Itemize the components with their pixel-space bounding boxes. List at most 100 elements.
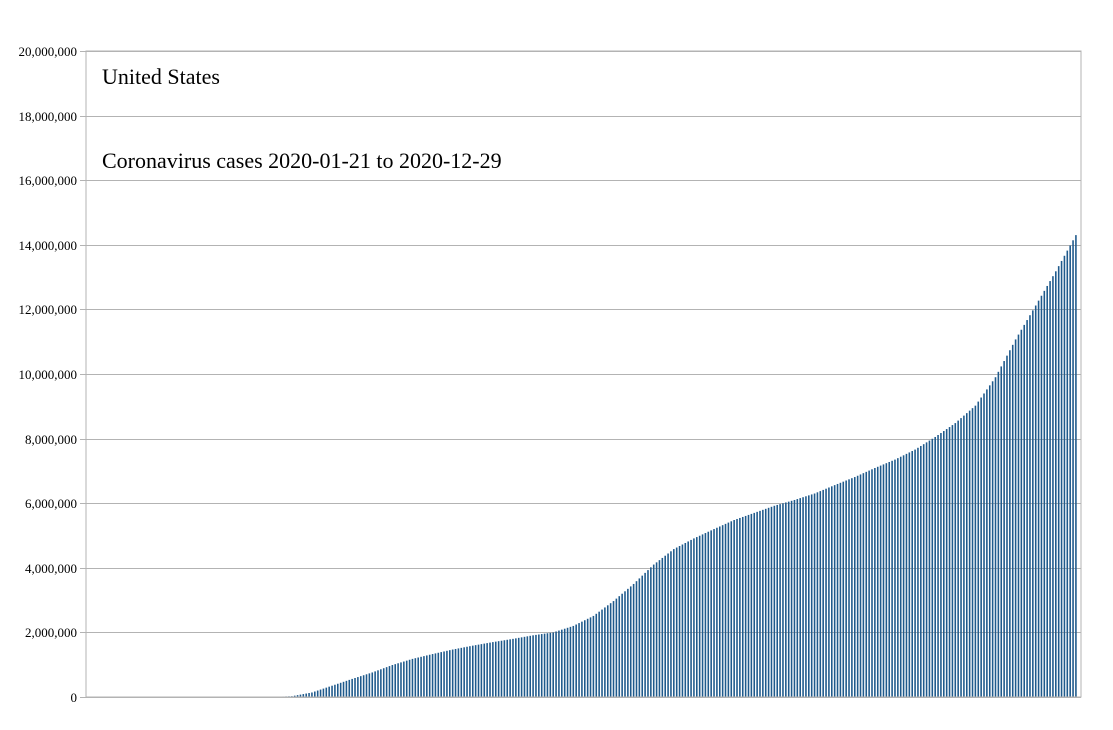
bar — [874, 467, 876, 697]
bar — [592, 615, 595, 697]
bar — [431, 654, 434, 697]
bar — [733, 520, 735, 697]
bar — [397, 663, 399, 697]
bar — [994, 377, 997, 697]
bar — [859, 474, 862, 697]
bar — [492, 642, 494, 697]
bar — [681, 544, 684, 697]
bar — [316, 690, 319, 697]
bar — [426, 655, 428, 697]
bar — [500, 640, 503, 697]
bar — [787, 501, 790, 697]
bar — [506, 639, 509, 697]
bar — [652, 564, 655, 697]
bar — [690, 539, 692, 697]
bar — [374, 671, 376, 697]
bar — [897, 458, 899, 697]
bar — [945, 429, 948, 697]
bar — [555, 631, 557, 697]
bar — [894, 459, 896, 697]
bar — [449, 650, 451, 697]
bar — [572, 625, 575, 697]
y-tick-label: 12,000,000 — [19, 302, 78, 317]
bar — [1066, 250, 1069, 698]
bar — [302, 694, 305, 697]
bar — [339, 682, 342, 697]
bar — [902, 455, 905, 697]
y-tick-label: 2,000,000 — [25, 625, 77, 640]
bar — [856, 475, 859, 697]
bar — [762, 509, 764, 697]
bar — [638, 578, 641, 697]
bar — [779, 504, 781, 697]
y-tick-label: 8,000,000 — [25, 432, 77, 447]
bar — [305, 693, 307, 697]
bar — [546, 633, 549, 697]
bar — [736, 518, 738, 697]
bar — [520, 637, 523, 697]
bar — [948, 427, 951, 697]
bar — [664, 555, 666, 697]
bar — [414, 658, 417, 697]
bar — [351, 678, 353, 697]
bar — [701, 534, 704, 697]
bar — [457, 648, 460, 697]
bar — [813, 493, 816, 697]
bar — [983, 393, 985, 697]
bar — [908, 452, 911, 697]
y-tick-label: 18,000,000 — [19, 109, 78, 124]
bar — [604, 607, 606, 697]
bar — [558, 630, 560, 697]
bar — [954, 423, 957, 697]
bar — [308, 693, 310, 697]
bar — [466, 646, 468, 697]
bar — [744, 515, 747, 697]
bar — [802, 497, 804, 697]
bar — [322, 688, 325, 697]
bar — [868, 470, 870, 697]
bar — [394, 664, 397, 697]
bar — [400, 662, 402, 697]
y-tick-labels: 0 2,000,000 4,000,000 6,000,000 8,000,000 10,… — [19, 44, 78, 705]
bar — [443, 651, 445, 697]
bar — [799, 498, 801, 697]
bar — [471, 645, 474, 697]
bar — [767, 507, 770, 697]
bar — [687, 541, 689, 697]
bar — [451, 649, 454, 697]
bar — [1037, 300, 1040, 697]
bar — [848, 479, 850, 697]
bar — [1029, 315, 1031, 697]
bar — [480, 644, 483, 697]
bar — [589, 617, 592, 697]
bar — [922, 444, 925, 697]
bar — [1023, 324, 1026, 697]
bar — [581, 621, 583, 697]
bar — [380, 669, 382, 697]
bar — [678, 546, 681, 697]
bar — [782, 503, 784, 697]
bar — [1046, 285, 1048, 697]
y-tick-label: 6,000,000 — [25, 496, 77, 511]
bar — [474, 645, 477, 697]
bar — [469, 646, 471, 697]
bar — [512, 638, 514, 697]
bar — [526, 636, 529, 697]
bar — [724, 523, 727, 697]
bar — [529, 635, 532, 697]
bar — [535, 634, 537, 697]
bar — [1017, 334, 1020, 697]
bar — [819, 491, 822, 697]
bar — [888, 461, 891, 697]
bar — [575, 624, 577, 697]
bar — [764, 508, 767, 697]
bar — [1069, 245, 1071, 697]
bar — [331, 685, 333, 697]
bar — [627, 588, 629, 697]
bar — [891, 460, 893, 697]
bar — [911, 451, 913, 697]
bar — [963, 415, 965, 697]
bar — [296, 695, 299, 697]
